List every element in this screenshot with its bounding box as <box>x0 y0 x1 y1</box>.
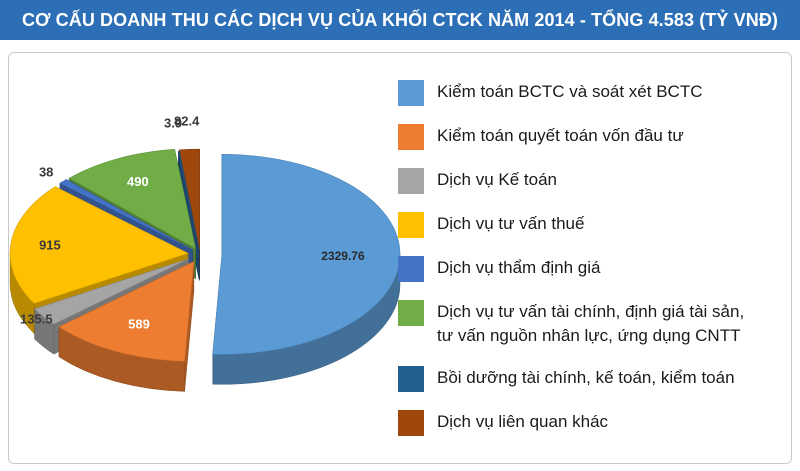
legend-swatch <box>398 168 424 194</box>
legend-label: Kiểm toán quyết toán vốn đầu tư <box>437 126 684 145</box>
legend-label: Dịch vụ thẩm định giá <box>437 258 601 277</box>
data-label: 3.9 <box>164 115 182 130</box>
legend-label: Bồi dưỡng tài chính, kế toán, kiểm toán <box>437 368 735 387</box>
chart-title: CƠ CẤU DOANH THU CÁC DỊCH VỤ CỦA KHỐI CT… <box>0 0 800 40</box>
legend-item: Dịch vụ tư vấn thuế <box>398 212 793 238</box>
legend-item: Dịch vụ tư vấn tài chính, định giá tài s… <box>398 300 793 348</box>
legend-item: Dịch vụ thẩm định giá <box>398 256 793 282</box>
legend-item: Kiểm toán quyết toán vốn đầu tư <box>398 124 793 150</box>
data-label: 82.4 <box>174 113 200 128</box>
legend-item: Dịch vụ liên quan khác <box>398 410 793 436</box>
legend-swatch <box>398 300 424 326</box>
legend-label: Dịch vụ liên quan khác <box>437 412 609 431</box>
data-label: 589 <box>128 316 150 331</box>
data-label: 2329.76 <box>321 249 365 263</box>
legend-label: Kiểm toán BCTC và soát xét BCTC <box>437 82 703 101</box>
pie-slice <box>212 154 401 385</box>
legend-item: Dịch vụ Kế toán <box>398 168 793 194</box>
legend-label: Dịch vụ tư vấn thuế <box>437 214 585 233</box>
data-label: 38 <box>39 164 53 179</box>
legend-label: Dịch vụ tư vấn tài chính, định giá tài s… <box>437 302 745 345</box>
data-label: 490 <box>127 174 149 189</box>
legend-item: Kiểm toán BCTC và soát xét BCTC <box>398 80 793 106</box>
data-label: 135.5 <box>20 312 53 327</box>
legend-item: Bồi dưỡng tài chính, kế toán, kiểm toán <box>398 366 793 392</box>
pie-slice <box>58 261 195 392</box>
legend: Kiểm toán BCTC và soát xét BCTC Kiểm toá… <box>398 80 793 436</box>
legend-swatch <box>398 410 424 436</box>
legend-swatch <box>398 256 424 282</box>
legend-swatch <box>398 80 424 106</box>
legend-swatch <box>398 366 424 392</box>
legend-swatch <box>398 212 424 238</box>
legend-swatch <box>398 124 424 150</box>
legend-label: Dịch vụ Kế toán <box>437 170 558 189</box>
data-label: 915 <box>39 237 61 252</box>
